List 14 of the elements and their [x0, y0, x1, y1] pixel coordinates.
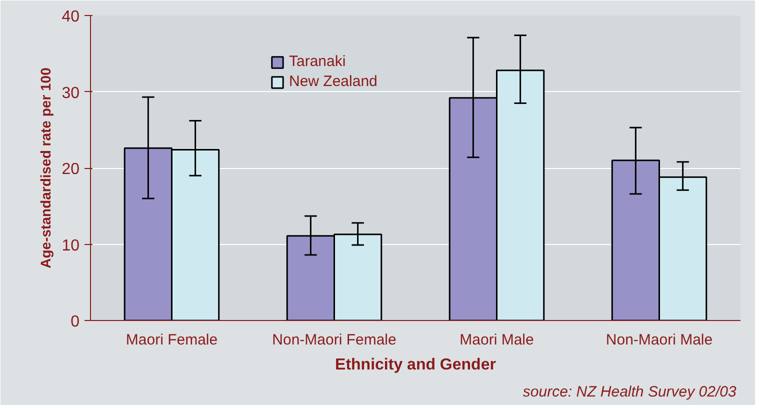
- x-tick-label: Non-Maori Male: [606, 332, 713, 348]
- y-axis-title: Age-standardised rate per 100: [38, 67, 54, 268]
- x-tick-label: Maori Male: [460, 332, 534, 348]
- source-note: source: NZ Health Survey 02/03: [522, 384, 737, 400]
- x-tick-label: Maori Female: [126, 332, 218, 348]
- y-tick-label: 10: [62, 237, 80, 254]
- x-tick-label: Non-Maori Female: [272, 332, 396, 348]
- x-axis-title: Ethnicity and Gender: [335, 356, 496, 374]
- y-tick-label: 20: [62, 161, 80, 178]
- y-tick-label: 0: [70, 314, 80, 330]
- legend-label: New Zealand: [289, 73, 378, 90]
- legend-label: Taranaki: [289, 53, 346, 70]
- y-tick-label: 30: [62, 84, 80, 102]
- y-tick-label: 40: [62, 8, 80, 26]
